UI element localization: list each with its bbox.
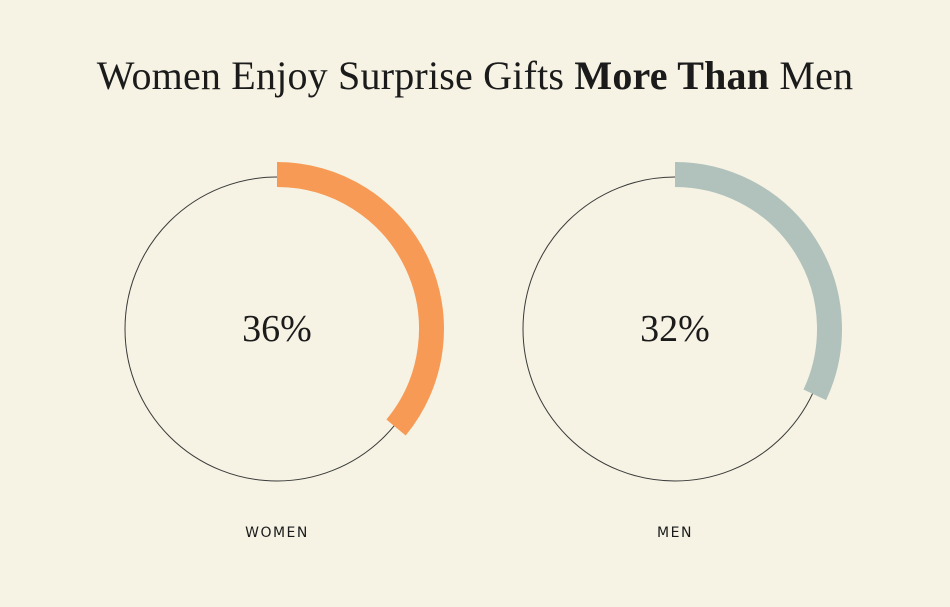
chart-title: Women Enjoy Surprise Gifts More Than Men — [0, 52, 950, 99]
chart-title-emphasis: More Than — [574, 53, 770, 98]
donut-men-category-label: MEN — [657, 525, 693, 541]
donut-women-category-label: WOMEN — [245, 525, 309, 541]
donut-women-value: 36% — [242, 308, 312, 350]
donut-women-arc — [276, 162, 444, 436]
chart-title-prefix: Women Enjoy Surprise Gifts — [96, 53, 575, 98]
donut-men-arc — [674, 162, 842, 401]
donut-women: 36% WOMEN — [124, 162, 444, 541]
chart-title-suffix: Men — [769, 53, 854, 98]
donut-men-value: 32% — [640, 308, 710, 350]
donut-men: 32% MEN — [522, 162, 842, 541]
